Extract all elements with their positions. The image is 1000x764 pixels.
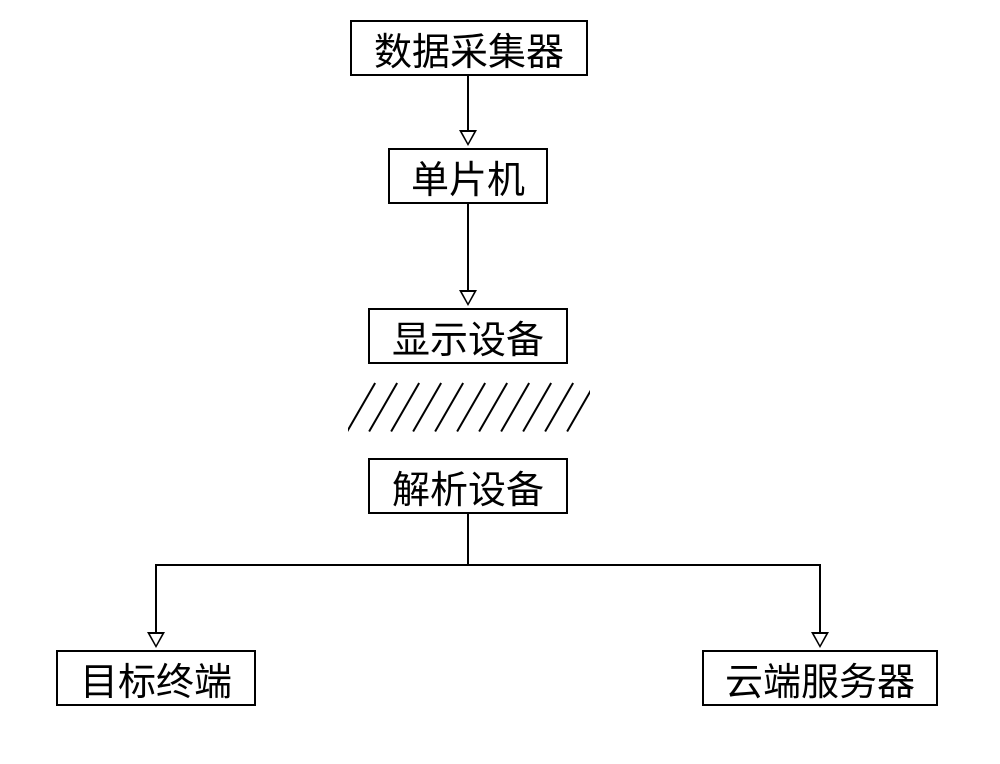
- edge-line: [467, 514, 469, 566]
- edge-line: [155, 564, 157, 632]
- arrow-down-icon: [459, 290, 477, 306]
- wireless-link-icon: [348, 374, 590, 432]
- node-parse-device: 解析设备: [368, 458, 568, 514]
- node-target-terminal: 目标终端: [56, 650, 256, 706]
- node-label: 目标终端: [80, 651, 232, 706]
- edge-line: [819, 564, 821, 632]
- node-label: 数据采集器: [374, 21, 564, 76]
- edge-line: [467, 76, 469, 130]
- node-cloud-server: 云端服务器: [702, 650, 938, 706]
- node-label: 显示设备: [392, 309, 544, 364]
- edge-line: [467, 204, 469, 290]
- edge-line: [155, 564, 821, 566]
- node-label: 解析设备: [392, 459, 544, 514]
- node-data-collector: 数据采集器: [350, 20, 588, 76]
- arrow-down-icon: [147, 632, 165, 648]
- node-label: 单片机: [411, 149, 525, 204]
- node-display-device: 显示设备: [368, 308, 568, 364]
- arrow-down-icon: [811, 632, 829, 648]
- arrow-down-icon: [459, 130, 477, 146]
- node-label: 云端服务器: [725, 651, 915, 706]
- node-mcu: 单片机: [388, 148, 548, 204]
